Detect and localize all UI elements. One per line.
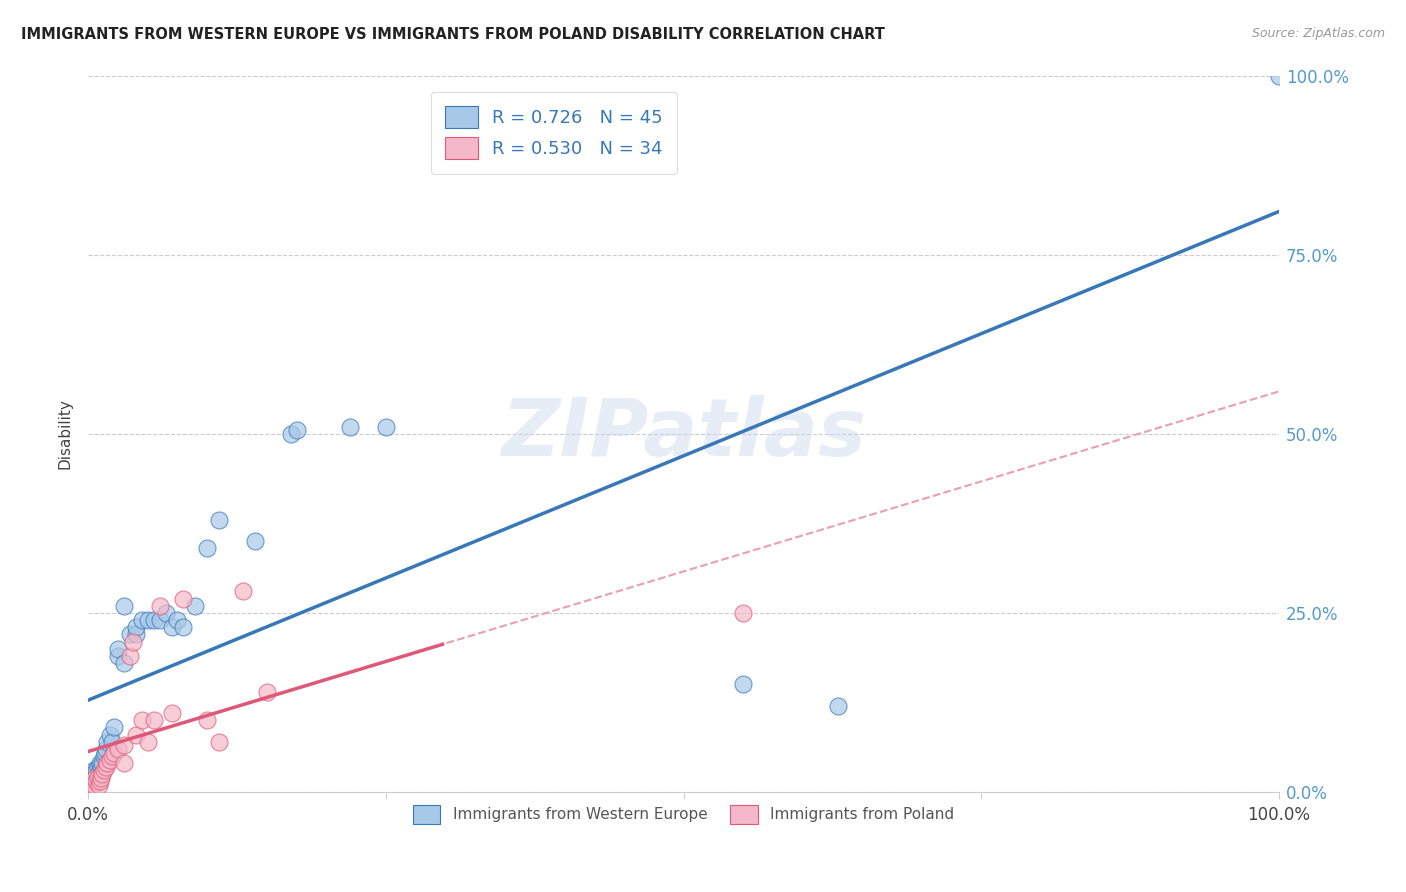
Point: [94, 742, 117, 756]
Point: [89, 774, 111, 789]
Y-axis label: Disability: Disability: [58, 399, 72, 469]
Point: [172, 591, 194, 606]
Point: [208, 513, 231, 527]
Point: [96, 756, 118, 771]
Point: [107, 742, 129, 756]
Point: [98, 753, 121, 767]
Point: [172, 620, 194, 634]
Point: [101, 735, 124, 749]
Point: [83, 771, 105, 785]
Point: [82, 767, 104, 781]
Legend: Immigrants from Western Europe, Immigrants from Poland: Immigrants from Western Europe, Immigran…: [402, 795, 965, 835]
Point: [112, 599, 135, 613]
Point: [107, 641, 129, 656]
Point: [131, 613, 153, 627]
Point: [93, 764, 115, 778]
Point: [136, 613, 159, 627]
Point: [118, 648, 141, 663]
Point: [142, 714, 165, 728]
Point: [80, 778, 103, 792]
Point: [83, 764, 105, 778]
Point: [149, 613, 172, 627]
Point: [89, 756, 111, 771]
Point: [285, 423, 308, 437]
Point: [125, 620, 148, 634]
Point: [1268, 69, 1291, 83]
Point: [101, 749, 124, 764]
Point: [731, 677, 754, 691]
Point: [83, 778, 105, 792]
Point: [80, 771, 103, 785]
Point: [86, 760, 108, 774]
Point: [79, 774, 101, 789]
Point: [125, 627, 148, 641]
Point: [280, 426, 302, 441]
Point: [90, 760, 112, 774]
Point: [91, 756, 114, 771]
Point: [136, 735, 159, 749]
Point: [339, 419, 361, 434]
Point: [79, 781, 101, 796]
Point: [208, 735, 231, 749]
Point: [96, 735, 118, 749]
Point: [87, 771, 110, 785]
Point: [89, 764, 111, 778]
Point: [86, 774, 108, 789]
Point: [84, 771, 107, 785]
Point: [243, 534, 266, 549]
Text: IMMIGRANTS FROM WESTERN EUROPE VS IMMIGRANTS FROM POLAND DISABILITY CORRELATION : IMMIGRANTS FROM WESTERN EUROPE VS IMMIGR…: [21, 27, 884, 42]
Point: [166, 613, 188, 627]
Point: [84, 767, 107, 781]
Point: [112, 656, 135, 670]
Point: [155, 606, 177, 620]
Point: [112, 739, 135, 753]
Point: [131, 714, 153, 728]
Point: [731, 606, 754, 620]
Point: [98, 728, 121, 742]
Point: [86, 771, 108, 785]
Point: [374, 419, 396, 434]
Point: [103, 746, 125, 760]
Point: [142, 613, 165, 627]
Text: Source: ZipAtlas.com: Source: ZipAtlas.com: [1251, 27, 1385, 40]
Point: [160, 620, 183, 634]
Point: [125, 728, 148, 742]
Point: [91, 767, 114, 781]
Point: [112, 756, 135, 771]
Point: [90, 771, 112, 785]
Point: [160, 706, 183, 720]
Point: [149, 599, 172, 613]
Point: [827, 698, 849, 713]
Point: [93, 749, 115, 764]
Point: [103, 721, 125, 735]
Text: ZIPatlas: ZIPatlas: [501, 395, 866, 473]
Point: [195, 714, 218, 728]
Point: [118, 627, 141, 641]
Point: [232, 584, 254, 599]
Point: [122, 634, 145, 648]
Point: [94, 746, 117, 760]
Point: [86, 764, 108, 778]
Point: [94, 760, 117, 774]
Point: [195, 541, 218, 556]
Point: [82, 774, 104, 789]
Point: [184, 599, 207, 613]
Point: [107, 648, 129, 663]
Point: [256, 684, 278, 698]
Point: [87, 778, 110, 792]
